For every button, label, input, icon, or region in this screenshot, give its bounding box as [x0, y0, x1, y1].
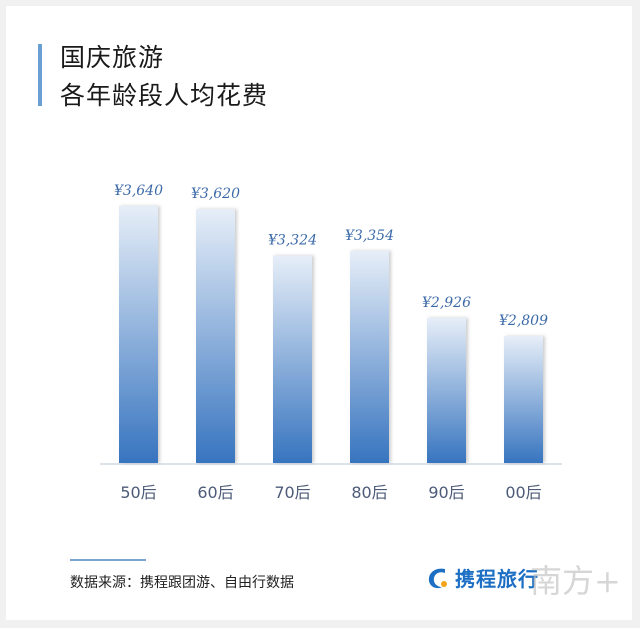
card	[6, 6, 632, 620]
x-tick-label: 00后	[505, 483, 541, 502]
watermark: 南方+	[530, 562, 621, 600]
page-subtitle: 各年龄段人均花费	[60, 81, 269, 110]
x-tick-label: 60后	[197, 483, 233, 502]
x-tick-label: 90后	[428, 483, 464, 502]
data-label: ¥2,809	[499, 313, 548, 329]
data-label: ¥3,354	[345, 228, 394, 244]
title-accent-bar	[38, 44, 42, 106]
x-tick-label: 50后	[120, 483, 156, 502]
bar-90后	[427, 317, 466, 463]
bar-70后	[273, 255, 312, 463]
data-label: ¥2,926	[422, 295, 471, 311]
data-label: ¥3,640	[114, 183, 163, 199]
bar-80后	[350, 250, 389, 463]
bar-60后	[196, 209, 235, 463]
bar-00后	[504, 336, 543, 463]
x-tick-label: 70后	[274, 483, 310, 502]
data-label: ¥3,620	[191, 186, 240, 202]
logo-text: 携程旅行	[455, 567, 539, 591]
data-source: 数据来源：携程跟团游、自由行数据	[70, 575, 294, 591]
bar-50后	[119, 206, 158, 463]
x-tick-label: 80后	[351, 483, 387, 502]
page-title: 国庆旅游	[60, 43, 165, 72]
data-label: ¥3,324	[268, 233, 317, 249]
dolphin-icon	[428, 568, 447, 588]
source-divider	[70, 559, 146, 561]
ctrip-logo: 携程旅行	[425, 563, 539, 592]
